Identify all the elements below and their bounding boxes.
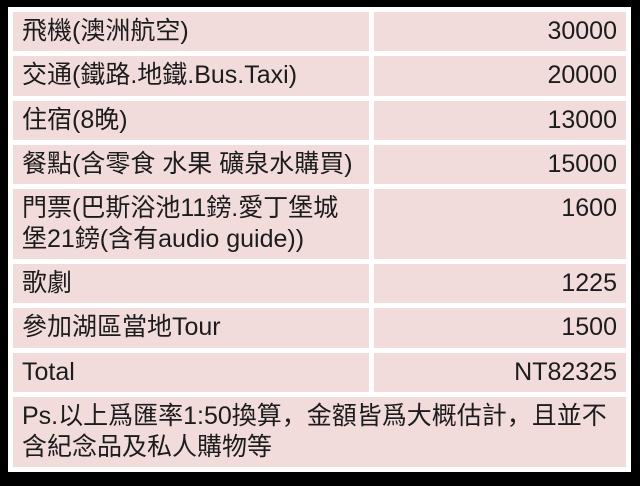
table-row: 交通(鐵路.地鐵.Bus.Taxi) 20000 (13, 56, 626, 96)
item-value: 15000 (374, 144, 626, 185)
item-value: 1600 (374, 189, 626, 260)
table-row-total: Total NT82325 (13, 352, 626, 392)
table-row-footnote: Ps.以上爲匯率1:50換算，金額皆爲大概估計，且並不含紀念品及私人購物等 (13, 397, 626, 467)
item-value: 13000 (374, 100, 626, 140)
footnote-text: Ps.以上爲匯率1:50換算，金額皆爲大概估計，且並不含紀念品及私人購物等 (13, 397, 626, 467)
item-value: 1225 (374, 264, 626, 304)
table-row: 餐點(含零食 水果 礦泉水購買) 15000 (13, 144, 626, 185)
item-label: 門票(巴斯浴池11鎊.愛丁堡城堡21鎊(含有audio guide)) (13, 189, 369, 260)
item-value: 20000 (374, 56, 626, 96)
table-row: 歌劇 1225 (13, 264, 626, 304)
item-label: 交通(鐵路.地鐵.Bus.Taxi) (13, 56, 369, 96)
item-value: 1500 (374, 308, 626, 348)
item-label: 歌劇 (13, 264, 369, 304)
total-value: NT82325 (374, 352, 626, 392)
table-row: 住宿(8晚) 13000 (13, 100, 626, 140)
table-row: 飛機(澳洲航空) 30000 (13, 12, 626, 52)
item-label: 參加湖區當地Tour (13, 308, 369, 348)
table-row: 門票(巴斯浴池11鎊.愛丁堡城堡21鎊(含有audio guide)) 1600 (13, 189, 626, 260)
item-value: 30000 (374, 12, 626, 52)
table-row: 參加湖區當地Tour 1500 (13, 308, 626, 348)
total-label: Total (13, 352, 369, 392)
item-label: 住宿(8晚) (13, 100, 369, 140)
item-label: 餐點(含零食 水果 礦泉水購買) (13, 144, 369, 185)
budget-table: 飛機(澳洲航空) 30000 交通(鐵路.地鐵.Bus.Taxi) 20000 … (8, 7, 631, 472)
item-label: 飛機(澳洲航空) (13, 12, 369, 52)
